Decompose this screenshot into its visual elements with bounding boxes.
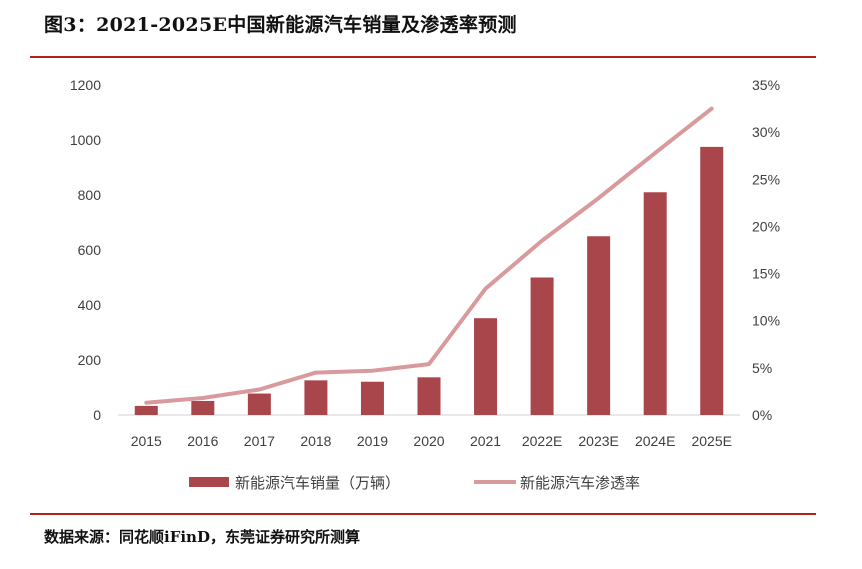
left-tick-label: 1000 bbox=[70, 132, 101, 148]
x-tick-label: 2022E bbox=[522, 433, 562, 449]
right-tick-label: 15% bbox=[752, 266, 780, 282]
x-tick-label: 2017 bbox=[244, 433, 275, 449]
bar bbox=[417, 377, 441, 415]
left-tick-label: 200 bbox=[78, 352, 102, 368]
source-note: 数据来源：同花顺iFinD，东莞证券研究所测算 bbox=[44, 528, 360, 546]
bar bbox=[191, 400, 215, 415]
left-tick-label: 600 bbox=[78, 242, 102, 258]
x-tick-label: 2019 bbox=[357, 433, 388, 449]
right-axis-ticks: 0% 5% 10% 15% 20% 25% 30% 35% bbox=[752, 77, 780, 423]
left-axis-ticks: 0 200 400 600 800 1000 1200 bbox=[70, 77, 101, 423]
bar bbox=[530, 277, 554, 415]
legend-bar-label: 新能源汽车销量（万辆） bbox=[235, 474, 400, 492]
x-tick-label: 2016 bbox=[187, 433, 218, 449]
right-tick-label: 35% bbox=[752, 77, 780, 93]
left-tick-label: 400 bbox=[78, 297, 102, 313]
bottom-rule bbox=[30, 513, 816, 515]
x-axis-ticks: 2015 2016 2017 2018 2019 2020 2021 2022E 2023E 20… bbox=[131, 433, 732, 449]
right-tick-label: 5% bbox=[752, 360, 772, 376]
bar bbox=[474, 318, 498, 415]
x-tick-label: 2021 bbox=[470, 433, 501, 449]
legend: 新能源汽车销量（万辆） 新能源汽车渗透率 bbox=[189, 474, 640, 492]
bar bbox=[587, 236, 611, 415]
x-tick-label: 2020 bbox=[413, 433, 444, 449]
right-tick-label: 0% bbox=[752, 407, 772, 423]
left-tick-label: 800 bbox=[78, 187, 102, 203]
right-tick-label: 10% bbox=[752, 313, 780, 329]
right-tick-label: 25% bbox=[752, 171, 780, 187]
bar bbox=[700, 146, 724, 415]
bar bbox=[247, 393, 271, 415]
right-tick-label: 30% bbox=[752, 124, 780, 140]
chart: 0 200 400 600 800 1000 1200 0% 5% 10% 15% 20% 25% 30… bbox=[70, 77, 780, 492]
legend-bar-swatch bbox=[189, 477, 229, 487]
top-rule bbox=[30, 56, 816, 58]
bar bbox=[134, 405, 158, 415]
figure-title: 图3：2021-2025E中国新能源汽车销量及渗透率预测 bbox=[44, 14, 517, 36]
bar bbox=[304, 380, 328, 415]
legend-line-label: 新能源汽车渗透率 bbox=[520, 474, 640, 492]
line-series bbox=[144, 106, 714, 405]
left-tick-label: 0 bbox=[93, 407, 101, 423]
left-tick-label: 1200 bbox=[70, 77, 101, 93]
bar-series bbox=[134, 146, 724, 415]
x-tick-label: 2023E bbox=[578, 433, 618, 449]
bar bbox=[360, 381, 384, 415]
x-tick-label: 2024E bbox=[635, 433, 675, 449]
x-tick-label: 2025E bbox=[691, 433, 731, 449]
x-tick-label: 2015 bbox=[131, 433, 162, 449]
x-tick-label: 2018 bbox=[300, 433, 331, 449]
right-tick-label: 20% bbox=[752, 218, 780, 234]
bar bbox=[643, 192, 667, 415]
